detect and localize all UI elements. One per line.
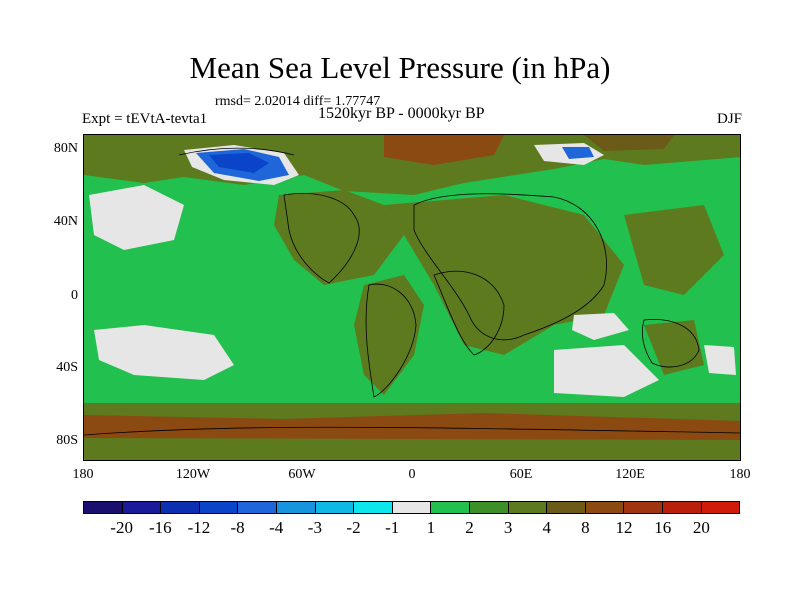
colorbar-label: 16	[654, 518, 672, 537]
lat-label-0: 0	[71, 288, 78, 303]
colorbar-label: 20	[692, 518, 710, 537]
map-panel	[83, 134, 741, 461]
colorbar-label: 12	[615, 518, 633, 537]
colorbar-label: 3	[503, 518, 513, 537]
colorbar-swatch	[469, 502, 509, 513]
experiment-label: Expt = tEVtA-tevta1	[82, 111, 208, 127]
lat-label-80s: 80S	[56, 433, 78, 448]
lon-label-180w: 180	[72, 467, 94, 482]
colorbar-label: -2	[346, 518, 361, 537]
field-region-arctic-siberia	[584, 135, 674, 151]
colorbar-label: -16	[148, 518, 172, 537]
colorbar-swatch	[84, 502, 123, 513]
lon-label-180e: 180	[729, 467, 751, 482]
colorbar-label: -20	[110, 518, 133, 537]
field-region-npacific-gray	[89, 185, 184, 250]
lon-label-60e: 60E	[509, 467, 533, 482]
lon-label-60w: 60W	[288, 467, 316, 482]
colorbar	[83, 501, 740, 514]
colorbar-swatch	[276, 502, 316, 513]
colorbar-swatch	[161, 502, 200, 513]
colorbar-label: -1	[385, 518, 400, 537]
lat-label-40n: 40N	[53, 214, 78, 229]
colorbar-label: 2	[465, 518, 474, 537]
colorbar-swatch	[122, 502, 162, 513]
colorbar-label: -12	[187, 518, 211, 537]
field-region-arctic-high	[384, 135, 504, 165]
field-region-asia-blue	[562, 147, 594, 159]
field-region-south-america	[354, 275, 424, 395]
lon-label-0: 0	[408, 467, 416, 482]
field-region-spacific-gray	[94, 325, 234, 380]
field-region-antarctic-high	[84, 413, 740, 440]
colorbar-label: 1	[426, 518, 436, 537]
colorbar-label: 8	[581, 518, 590, 537]
colorbar-swatch	[624, 502, 663, 513]
pressure-field-map	[84, 135, 740, 460]
field-region-eurasia-africa	[384, 195, 624, 355]
lon-label-120w: 120W	[175, 467, 211, 482]
coastlines	[84, 147, 740, 436]
colorbar-swatch	[662, 502, 702, 513]
colorbar-label: -8	[230, 518, 245, 537]
colorbar-swatch	[431, 502, 470, 513]
colorbar-label: -4	[269, 518, 284, 537]
colorbar-swatch	[585, 502, 625, 513]
lon-label-120e: 120E	[615, 467, 645, 482]
field-region-australia	[644, 320, 704, 375]
colorbar-swatch	[199, 502, 239, 513]
field-region-canada-darkblue	[209, 153, 269, 173]
colorbar-swatch	[354, 502, 393, 513]
colorbar-swatch	[392, 502, 432, 513]
field-region-indian-gray	[572, 313, 629, 340]
period-label: 1520kyr BP - 0000kyr BP	[318, 105, 485, 122]
colorbar-swatch	[508, 502, 548, 513]
season-label: DJF	[716, 111, 742, 127]
field-region-east-asia	[624, 205, 724, 295]
colorbar-swatch	[701, 502, 740, 513]
colorbar-swatch	[315, 502, 355, 513]
map-title: Mean Sea Level Pressure (in hPa)	[189, 50, 611, 85]
lat-label-40s: 40S	[56, 360, 78, 375]
colorbar-swatch	[547, 502, 586, 513]
lat-label-80n: 80N	[53, 141, 78, 156]
stats-label: rmsd= 2.02014 diff= 1.77747	[215, 94, 381, 109]
colorbar-swatch	[238, 502, 277, 513]
field-region-tasman-gray	[704, 345, 736, 375]
colorbar-label: -3	[307, 518, 322, 537]
field-region-north-america	[274, 190, 404, 285]
field-region-sindian-gray	[554, 345, 659, 397]
colorbar-label: 4	[542, 518, 552, 537]
